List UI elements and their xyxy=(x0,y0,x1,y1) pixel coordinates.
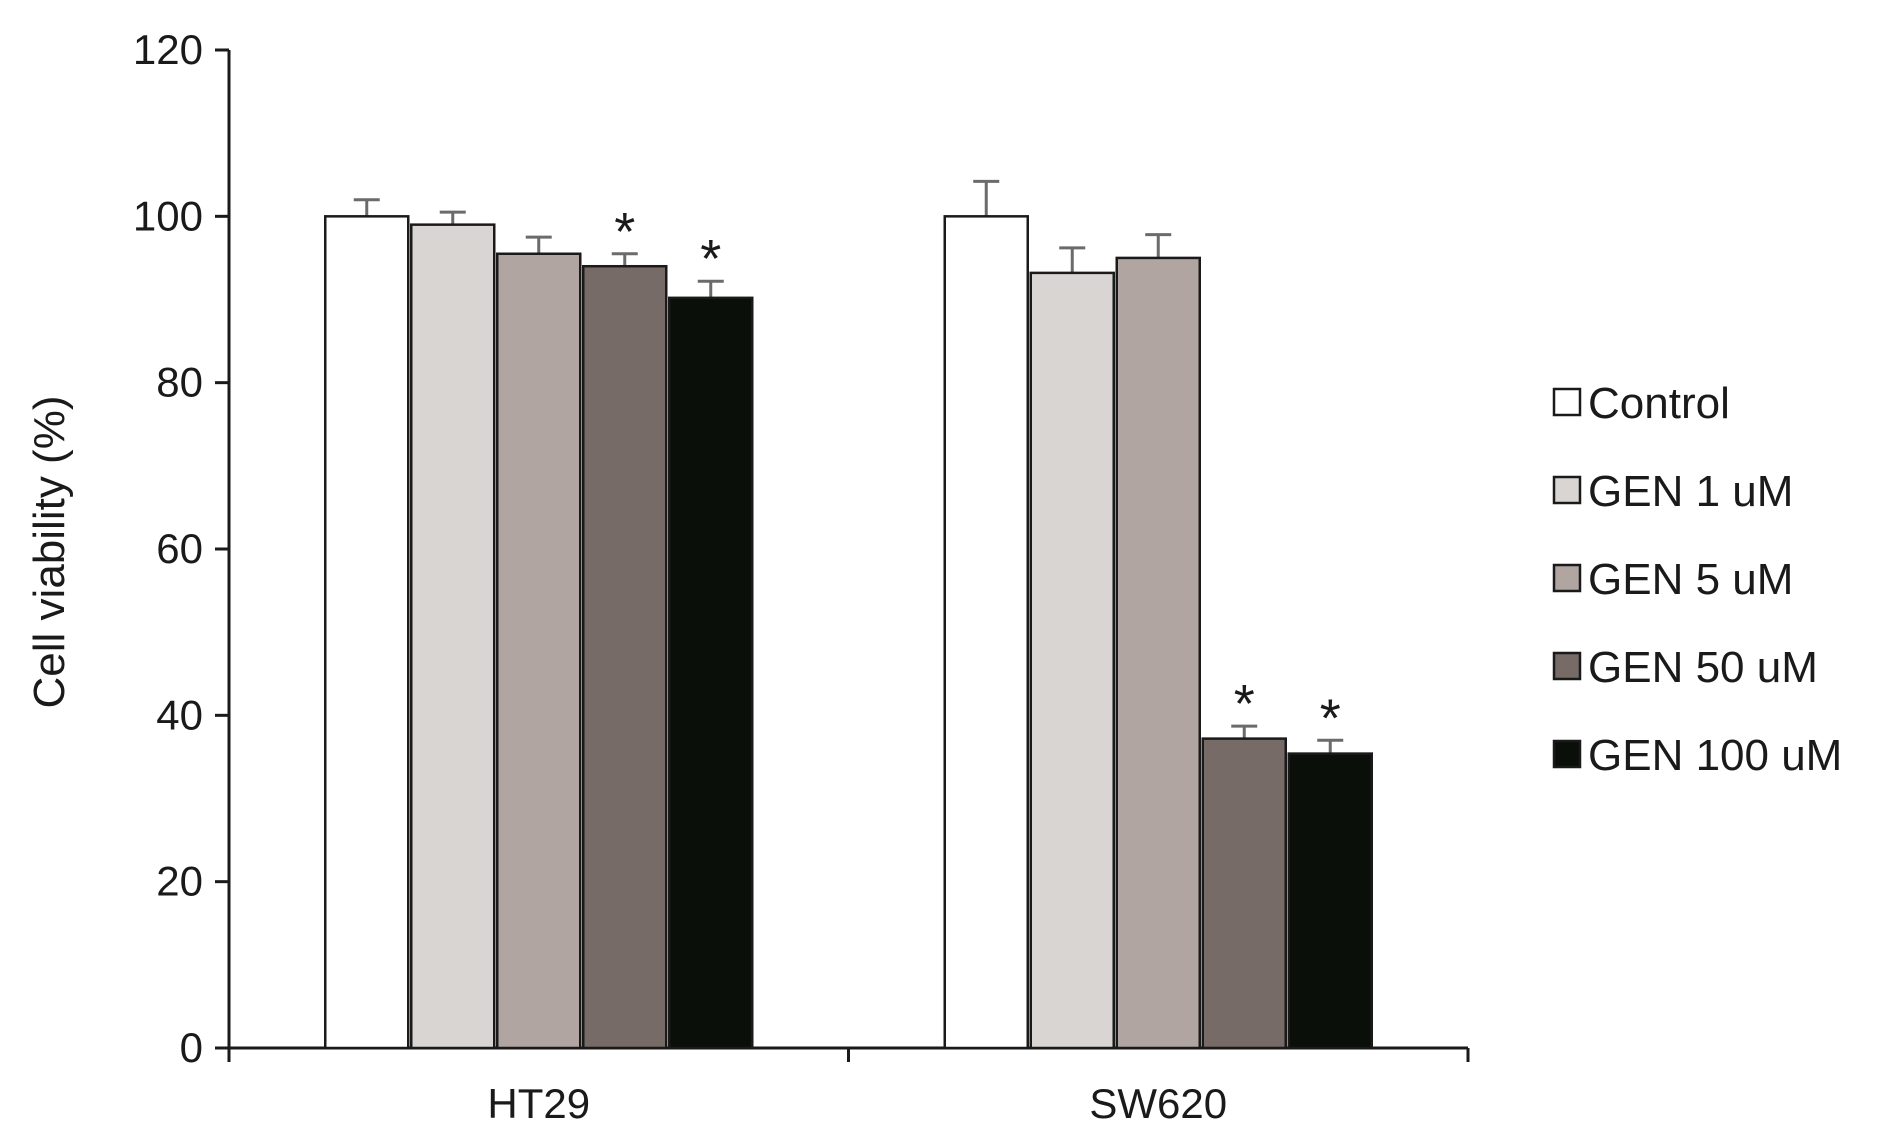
significance-marker: * xyxy=(700,229,721,289)
legend-swatch xyxy=(1552,387,1582,417)
legend-entry: GEN 5 uM xyxy=(1588,555,1793,604)
bar xyxy=(1029,271,1115,1050)
bar xyxy=(668,296,754,1050)
legend-entry: Control xyxy=(1588,379,1730,428)
y-axis-title: Cell viability (%) xyxy=(25,396,74,709)
significance-marker: * xyxy=(614,202,635,262)
x-axis: HT29 SW620 xyxy=(227,1046,1470,1127)
legend-entry: GEN 100 uM xyxy=(1588,731,1842,780)
significance-marker: * xyxy=(1320,688,1341,748)
bar xyxy=(1201,737,1287,1050)
y-axis: 0 20 40 60 80 100 120 xyxy=(133,26,231,1071)
legend-swatch xyxy=(1552,475,1582,505)
y-tick-label: 20 xyxy=(156,858,203,905)
x-category-label: SW620 xyxy=(1089,1080,1227,1127)
legend: Control GEN 1 uM GEN 5 uM GEN 50 uM GEN 100 … xyxy=(1552,379,1842,780)
bar xyxy=(943,215,1029,1050)
bar xyxy=(410,223,496,1050)
legend-entry: GEN 50 uM xyxy=(1588,643,1818,692)
legend-swatch xyxy=(1552,651,1582,681)
y-tick-label: 80 xyxy=(156,359,203,406)
bar xyxy=(582,264,668,1050)
bar xyxy=(324,215,410,1050)
bar xyxy=(1115,256,1201,1050)
significance-marker: * xyxy=(1234,674,1255,734)
y-tick-label: 40 xyxy=(156,691,203,738)
bar xyxy=(1287,752,1373,1050)
x-category-label: HT29 xyxy=(487,1080,590,1127)
legend-swatch xyxy=(1552,739,1582,769)
y-tick-label: 100 xyxy=(133,192,203,239)
legend-swatch xyxy=(1552,563,1582,593)
legend-entry: GEN 1 uM xyxy=(1588,467,1793,516)
y-tick-label: 60 xyxy=(156,525,203,572)
bar xyxy=(496,252,582,1050)
y-tick-label: 120 xyxy=(133,26,203,73)
bars: * * * * xyxy=(324,179,1373,1050)
y-tick-label: 0 xyxy=(180,1024,203,1071)
